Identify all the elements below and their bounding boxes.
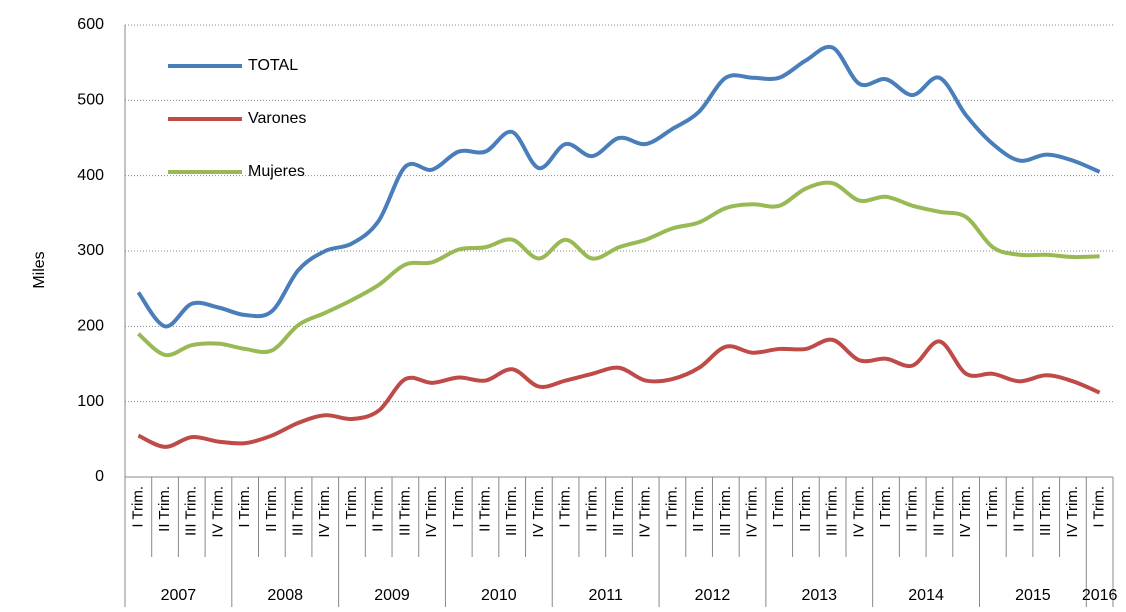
series-line bbox=[137, 180, 1100, 358]
x-tick-label: IV Trim. bbox=[743, 486, 760, 538]
x-tick-label: III Trim. bbox=[396, 486, 413, 536]
x-tick-label: III Trim. bbox=[1037, 486, 1054, 536]
y-axis-label: Miles bbox=[31, 251, 48, 288]
x-tick-label: IV Trim. bbox=[850, 486, 867, 538]
x-tick-label: IV Trim. bbox=[209, 486, 226, 538]
x-group-label: 2009 bbox=[374, 587, 410, 604]
x-tick-label: II Trim. bbox=[370, 486, 387, 532]
x-tick-label: II Trim. bbox=[1011, 486, 1028, 532]
x-group-label: 2013 bbox=[801, 587, 837, 604]
x-tick-label: I Trim. bbox=[129, 486, 146, 528]
x-tick-label: II Trim. bbox=[263, 486, 280, 532]
legend-label: Mujeres bbox=[248, 163, 305, 180]
x-tick-label: III Trim. bbox=[930, 486, 947, 536]
x-group-label: 2012 bbox=[695, 587, 731, 604]
x-group-label: 2010 bbox=[481, 587, 517, 604]
y-tick-label: 400 bbox=[77, 167, 104, 184]
x-group-label: 2016 bbox=[1082, 587, 1118, 604]
x-tick-label: II Trim. bbox=[904, 486, 921, 532]
x-tick-label: IV Trim. bbox=[637, 486, 654, 538]
y-tick-label: 600 bbox=[77, 16, 104, 33]
x-tick-label: IV Trim. bbox=[423, 486, 440, 538]
x-tick-label: I Trim. bbox=[770, 486, 787, 528]
series-line bbox=[136, 44, 1101, 329]
y-tick-label: 200 bbox=[77, 318, 104, 335]
legend-label: TOTAL bbox=[248, 57, 298, 74]
x-tick-label: II Trim. bbox=[476, 486, 493, 532]
x-tick-label: II Trim. bbox=[156, 486, 173, 532]
x-tick-label: III Trim. bbox=[610, 486, 627, 536]
x-group-label: 2014 bbox=[908, 587, 944, 604]
x-tick-label: I Trim. bbox=[984, 486, 1001, 528]
x-group-label: 2008 bbox=[267, 587, 303, 604]
x-tick-label: IV Trim. bbox=[316, 486, 333, 538]
x-group-label: 2015 bbox=[1015, 587, 1051, 604]
x-tick-label: II Trim. bbox=[797, 486, 814, 532]
y-tick-label: 500 bbox=[77, 92, 104, 109]
x-tick-label: I Trim. bbox=[1091, 486, 1108, 528]
x-tick-label: IV Trim. bbox=[957, 486, 974, 538]
x-tick-label: III Trim. bbox=[717, 486, 734, 536]
x-tick-label: I Trim. bbox=[557, 486, 574, 528]
y-tick-label: 100 bbox=[77, 393, 104, 410]
y-tick-label: 0 bbox=[95, 468, 104, 485]
x-group-label: 2011 bbox=[588, 587, 623, 604]
x-tick-label: III Trim. bbox=[290, 486, 307, 536]
x-tick-label: I Trim. bbox=[663, 486, 680, 528]
x-tick-label: IV Trim. bbox=[1064, 486, 1081, 538]
series-line bbox=[137, 337, 1101, 449]
x-tick-label: I Trim. bbox=[877, 486, 894, 528]
x-tick-label: I Trim. bbox=[343, 486, 360, 528]
x-tick-label: III Trim. bbox=[503, 486, 520, 536]
x-tick-label: II Trim. bbox=[690, 486, 707, 532]
y-tick-label: 300 bbox=[77, 242, 104, 259]
x-tick-label: IV Trim. bbox=[530, 486, 547, 538]
x-tick-label: III Trim. bbox=[824, 486, 841, 536]
x-tick-label: I Trim. bbox=[236, 486, 253, 528]
x-group-label: 2007 bbox=[161, 587, 197, 604]
x-tick-label: III Trim. bbox=[183, 486, 200, 536]
x-tick-label: II Trim. bbox=[583, 486, 600, 532]
legend-label: Varones bbox=[248, 110, 306, 127]
x-tick-label: I Trim. bbox=[450, 486, 467, 528]
